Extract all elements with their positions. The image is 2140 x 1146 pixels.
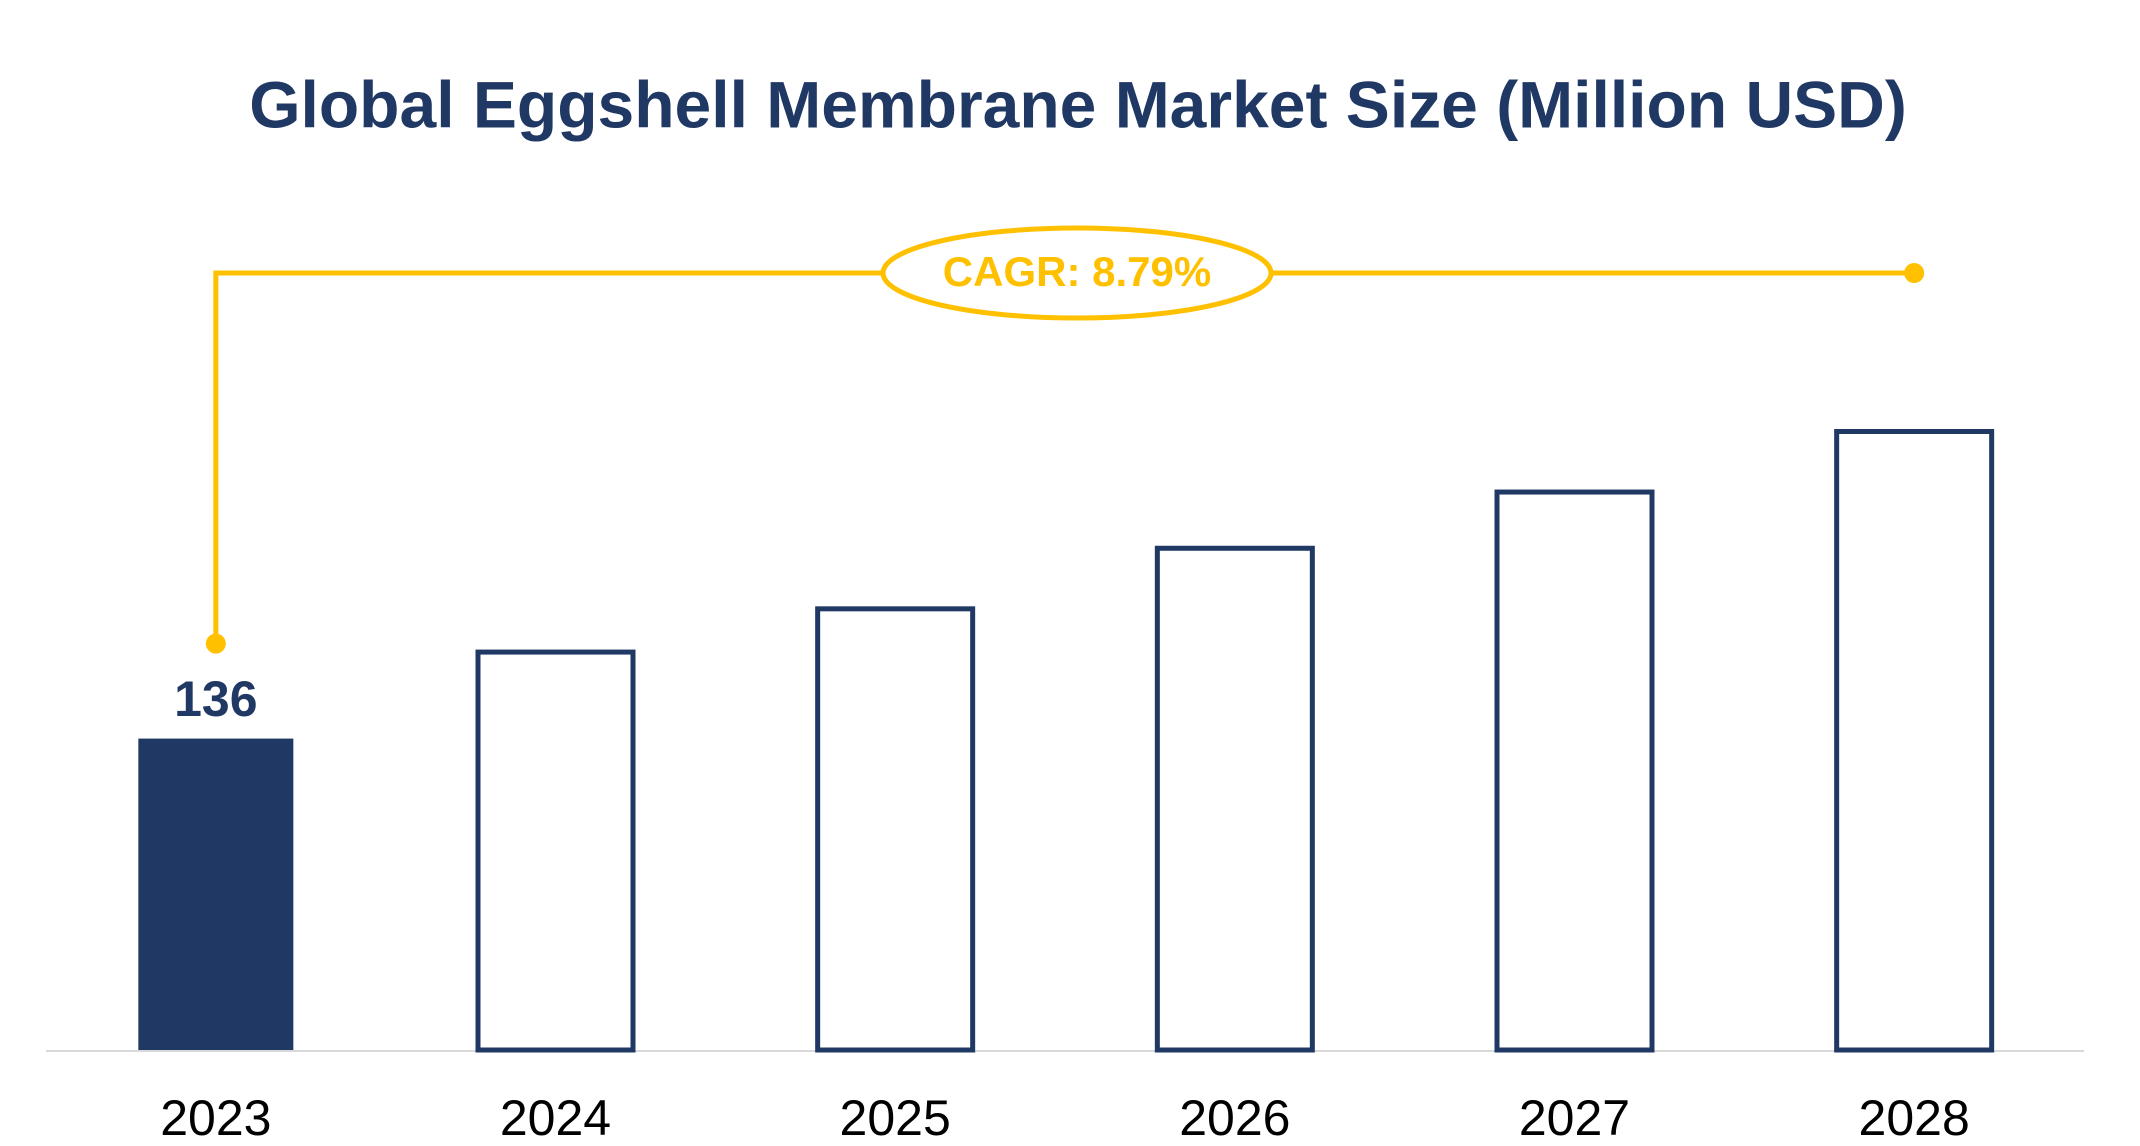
cagr-dot [205, 633, 226, 654]
cagr-connector [213, 270, 1915, 644]
cagr-ellipse [880, 225, 1274, 321]
chart-title: Global Eggshell Membrane Market Size (Mi… [249, 67, 1907, 141]
x-tick-label: 2024 [500, 1090, 611, 1146]
x-tick-label: 2027 [1519, 1090, 1630, 1146]
value-label: 136 [174, 671, 257, 727]
x-tick-label: 2028 [1859, 1090, 1970, 1146]
x-tick-label: 2026 [1179, 1090, 1290, 1146]
x-tick-label: 2023 [160, 1090, 271, 1146]
bar [475, 649, 636, 1053]
cagr-label: CAGR: 8.79% [943, 248, 1211, 295]
cagr-dot [1904, 263, 1925, 283]
x-tick-label: 2025 [840, 1090, 951, 1146]
bar [815, 606, 976, 1053]
bar [138, 738, 294, 1050]
bar [1154, 545, 1315, 1053]
bar [1494, 489, 1655, 1053]
bar [1834, 428, 1995, 1053]
